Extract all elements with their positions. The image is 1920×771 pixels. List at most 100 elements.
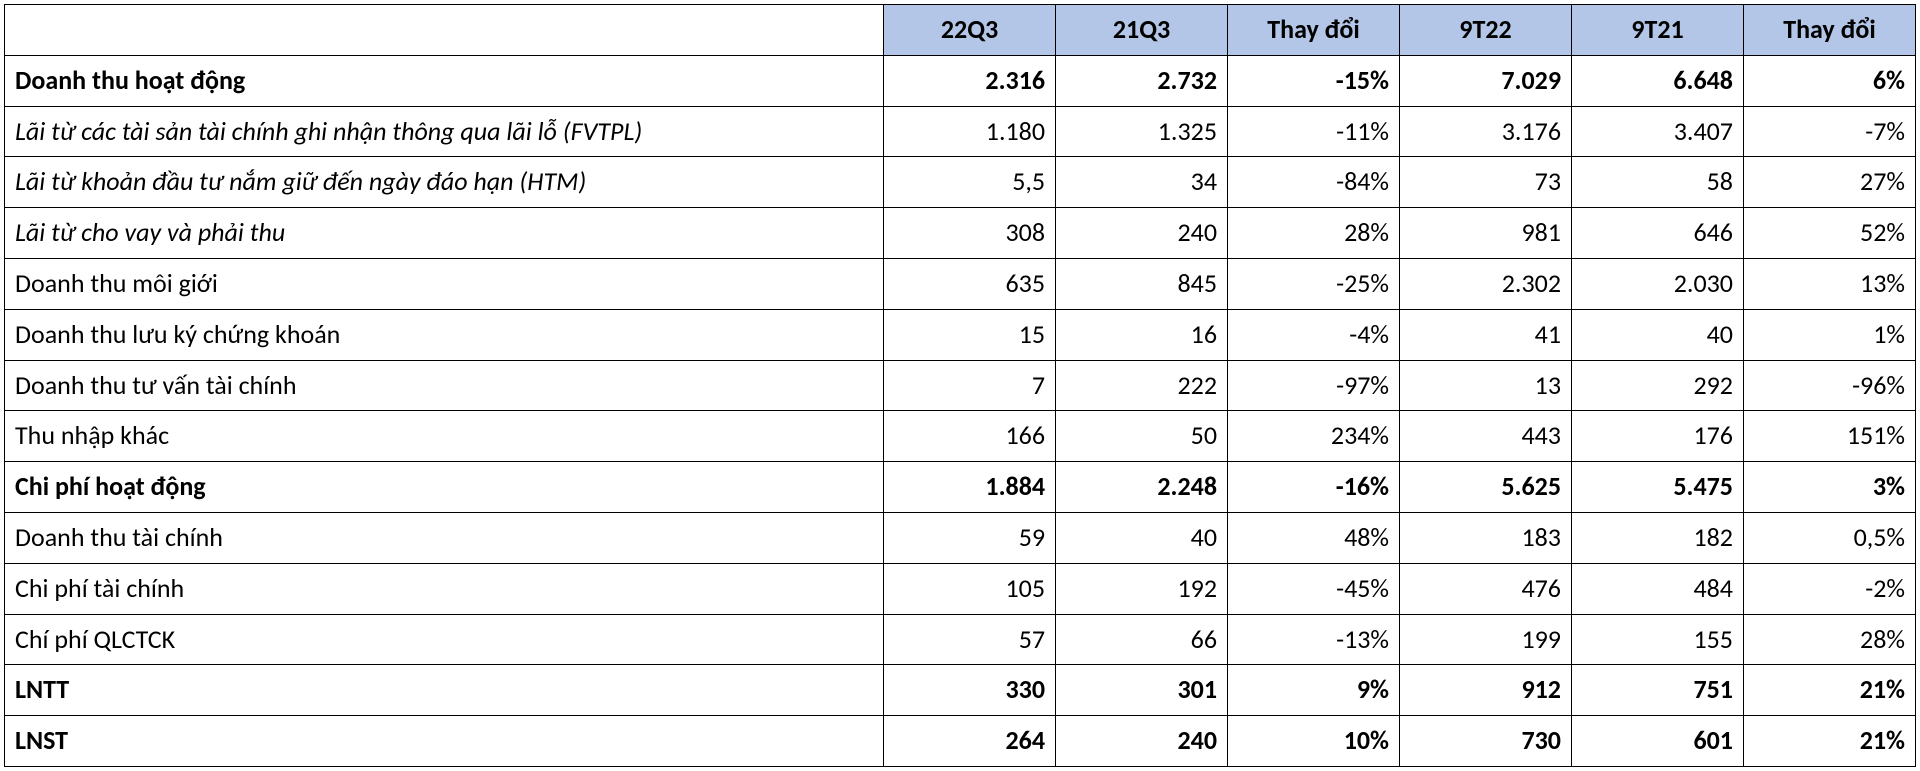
row-value: 13 [1400,360,1572,411]
row-label: Chi phí tài chính [5,563,884,614]
row-value: -2% [1743,563,1915,614]
row-value: 50 [1056,411,1228,462]
table-row: Thu nhập khác16650234%443176151% [5,411,1916,462]
row-value: 5.625 [1400,462,1572,513]
row-value: -45% [1228,563,1400,614]
row-value: 1.325 [1056,106,1228,157]
row-label: Doanh thu lưu ký chứng khoán [5,309,884,360]
row-value: 40 [1572,309,1744,360]
col-header-change2: Thay đổi [1743,5,1915,56]
row-value: 183 [1400,512,1572,563]
table-row: Doanh thu môi giới635845-25%2.3022.03013… [5,258,1916,309]
row-value: 2.248 [1056,462,1228,513]
table-row: Chí phí QLCTCK5766-13%19915528% [5,614,1916,665]
row-label: LNST [5,716,884,767]
row-label: Chi phí hoạt động [5,462,884,513]
col-header-change1: Thay đổi [1228,5,1400,56]
row-value: 730 [1400,716,1572,767]
row-value: 192 [1056,563,1228,614]
row-value: 28% [1743,614,1915,665]
row-value: 2.302 [1400,258,1572,309]
row-value: 16 [1056,309,1228,360]
row-value: 476 [1400,563,1572,614]
row-value: 240 [1056,716,1228,767]
table-row: Lãi từ khoản đầu tư nắm giữ đến ngày đáo… [5,157,1916,208]
row-value: 155 [1572,614,1744,665]
row-value: -15% [1228,55,1400,106]
row-value: 48% [1228,512,1400,563]
table-row: Chi phí tài chính105192-45%476484-2% [5,563,1916,614]
row-value: 7.029 [1400,55,1572,106]
row-value: 9% [1228,665,1400,716]
table-row: Chi phí hoạt động1.8842.248-16%5.6255.47… [5,462,1916,513]
row-value: 15 [884,309,1056,360]
row-label: Thu nhập khác [5,411,884,462]
row-label: Doanh thu tư vấn tài chính [5,360,884,411]
row-value: 40 [1056,512,1228,563]
row-value: 1% [1743,309,1915,360]
row-value: 13% [1743,258,1915,309]
row-value: 308 [884,208,1056,259]
row-value: 484 [1572,563,1744,614]
row-value: 3.407 [1572,106,1744,157]
row-value: 301 [1056,665,1228,716]
row-value: 7 [884,360,1056,411]
row-value: 6% [1743,55,1915,106]
row-label: Lãi từ cho vay và phải thu [5,208,884,259]
row-label: Doanh thu hoạt động [5,55,884,106]
table-row: Doanh thu tư vấn tài chính7222-97%13292-… [5,360,1916,411]
row-label: LNTT [5,665,884,716]
row-value: 52% [1743,208,1915,259]
row-value: 21% [1743,716,1915,767]
row-value: 66 [1056,614,1228,665]
row-value: 0,5% [1743,512,1915,563]
table-row: Lãi từ các tài sản tài chính ghi nhận th… [5,106,1916,157]
table-row: LNTT3303019%91275121% [5,665,1916,716]
row-value: 751 [1572,665,1744,716]
row-value: 34 [1056,157,1228,208]
row-value: 2.732 [1056,55,1228,106]
row-value: 73 [1400,157,1572,208]
row-value: 27% [1743,157,1915,208]
row-value: 58 [1572,157,1744,208]
table-row: Doanh thu tài chính594048%1831820,5% [5,512,1916,563]
row-value: 5,5 [884,157,1056,208]
col-header-9t22: 9T22 [1400,5,1572,56]
row-value: 264 [884,716,1056,767]
row-value: 234% [1228,411,1400,462]
row-value: 166 [884,411,1056,462]
row-value: 1.180 [884,106,1056,157]
col-header-label [5,5,884,56]
row-value: 5.475 [1572,462,1744,513]
row-value: -7% [1743,106,1915,157]
col-header-9t21: 9T21 [1572,5,1744,56]
row-value: 3% [1743,462,1915,513]
row-label: Lãi từ khoản đầu tư nắm giữ đến ngày đáo… [5,157,884,208]
row-value: -13% [1228,614,1400,665]
row-value: 646 [1572,208,1744,259]
row-value: 1.884 [884,462,1056,513]
row-value: 845 [1056,258,1228,309]
row-value: -16% [1228,462,1400,513]
row-label: Lãi từ các tài sản tài chính ghi nhận th… [5,106,884,157]
row-value: 635 [884,258,1056,309]
row-value: 2.030 [1572,258,1744,309]
row-value: 2.316 [884,55,1056,106]
row-value: 3.176 [1400,106,1572,157]
row-label: Doanh thu tài chính [5,512,884,563]
row-value: 10% [1228,716,1400,767]
row-value: 57 [884,614,1056,665]
row-value: 330 [884,665,1056,716]
row-label: Doanh thu môi giới [5,258,884,309]
row-value: 199 [1400,614,1572,665]
table-row: Doanh thu hoạt động2.3162.732-15%7.0296.… [5,55,1916,106]
row-value: -11% [1228,106,1400,157]
row-value: -96% [1743,360,1915,411]
row-label: Chí phí QLCTCK [5,614,884,665]
table-body: Doanh thu hoạt động2.3162.732-15%7.0296.… [5,55,1916,766]
row-value: 601 [1572,716,1744,767]
row-value: 6.648 [1572,55,1744,106]
col-header-22q3: 22Q3 [884,5,1056,56]
row-value: 151% [1743,411,1915,462]
row-value: 59 [884,512,1056,563]
